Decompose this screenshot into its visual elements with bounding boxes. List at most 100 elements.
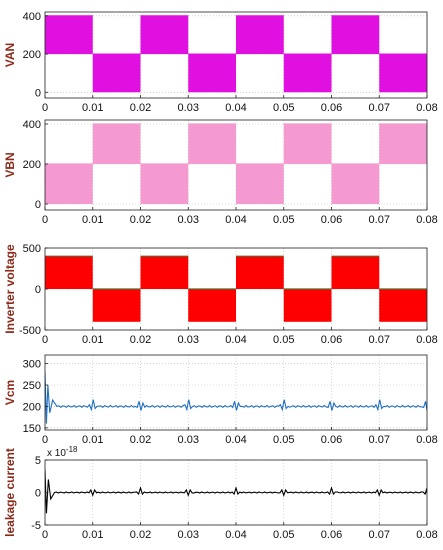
x-tick-label: 0.06 — [321, 102, 342, 114]
pwm-block — [283, 124, 332, 164]
x-tick-label: 0.06 — [321, 529, 342, 541]
x-tick-label: 0.08 — [416, 214, 437, 226]
y-tick-label: 250 — [23, 380, 41, 392]
x-tick-label: 0.07 — [369, 214, 390, 226]
pwm-block — [331, 256, 380, 289]
x-tick-label: 0.01 — [82, 102, 103, 114]
x-tick-label: 0.05 — [273, 102, 294, 114]
pwm-block — [283, 54, 332, 93]
x-tick-label: 0 — [42, 102, 48, 114]
x-tick-label: 0.05 — [273, 334, 294, 346]
pwm-block — [236, 164, 284, 204]
y-tick-label: 0 — [35, 87, 41, 99]
x-tick-label: 0.04 — [225, 334, 246, 346]
pwm-block — [188, 289, 236, 322]
x-tick-label: 0.01 — [82, 434, 103, 446]
pwm-block — [188, 54, 236, 93]
x-tick-label: 0.04 — [225, 529, 246, 541]
x-tick-label: 0.02 — [130, 214, 151, 226]
trace-line — [45, 469, 427, 514]
pwm-block — [45, 164, 93, 204]
pwm-block — [236, 15, 284, 55]
y-axis-label: VAN — [3, 43, 17, 67]
x-tick-label: 0.05 — [273, 434, 294, 446]
axis-exponent: x 10-18 — [47, 445, 78, 459]
y-axis-label: Inverter voltage — [3, 244, 17, 334]
y-axis-label: leakage current — [3, 448, 17, 537]
panel-2: 0 0.01 0.02 0.03 0.04 0.05 0.06 0.07 0.08 0 200 400… — [3, 119, 438, 226]
x-tick-label: 0.03 — [178, 102, 199, 114]
y-axis-label: Vcm — [3, 380, 17, 405]
x-tick-label: 0.07 — [369, 102, 390, 114]
pwm-block — [188, 124, 236, 164]
series-5 — [45, 469, 427, 514]
x-tick-label: 0.06 — [321, 214, 342, 226]
y-tick-label: 5 — [35, 455, 41, 467]
panel-4: 0 0.01 0.02 0.03 0.04 0.05 0.06 0.07 0.08 150 200 2… — [3, 354, 438, 446]
panel-1: 0 0.01 0.02 0.03 0.04 0.05 0.06 0.07 0.08 0 200 400… — [3, 11, 438, 114]
y-tick-label: -5 — [31, 520, 41, 532]
x-tick-label: 0.08 — [416, 102, 437, 114]
pwm-block — [236, 256, 284, 289]
y-tick-label: 0 — [35, 488, 41, 500]
x-tick-label: 0.04 — [225, 434, 246, 446]
y-tick-label: 500 — [23, 243, 41, 255]
y-tick-label: 200 — [23, 401, 41, 413]
panel-5: 0 0.01 0.02 0.03 0.04 0.05 0.06 0.07 0.08-505lea… — [3, 445, 438, 541]
x-tick-label: 0.02 — [130, 334, 151, 346]
x-tick-label: 0.01 — [82, 214, 103, 226]
x-tick-label: 0.02 — [130, 434, 151, 446]
x-tick-label: 0 — [42, 214, 48, 226]
x-tick-label: 0.03 — [178, 529, 199, 541]
panel-3: 0 0.01 0.02 0.03 0.04 0.05 0.06 0.07 0.08-500050… — [3, 243, 438, 346]
y-tick-label: 400 — [23, 11, 41, 23]
pwm-block — [92, 54, 141, 93]
x-tick-label: 0.07 — [369, 334, 390, 346]
y-tick-label: 200 — [23, 49, 41, 61]
pwm-block — [92, 289, 141, 322]
series-1 — [45, 15, 427, 93]
pwm-block — [379, 124, 427, 164]
x-tick-label: 0 — [42, 434, 48, 446]
x-tick-label: 0.05 — [273, 214, 294, 226]
x-tick-label: 0.03 — [178, 214, 199, 226]
x-tick-label: 0.02 — [130, 529, 151, 541]
y-tick-label: -500 — [19, 325, 41, 337]
x-tick-label: 0.04 — [225, 102, 246, 114]
pwm-block — [331, 15, 380, 55]
y-tick-label: 0 — [35, 284, 41, 296]
y-tick-label: 200 — [23, 159, 41, 171]
series-2 — [45, 123, 427, 204]
pwm-block — [140, 15, 189, 55]
y-tick-label: 150 — [23, 423, 41, 435]
pwm-block — [379, 54, 427, 93]
pwm-block — [379, 289, 427, 322]
x-tick-label: 0.08 — [416, 529, 437, 541]
pwm-block — [92, 124, 141, 164]
y-tick-label: 400 — [23, 119, 41, 131]
x-tick-label: 0.03 — [178, 334, 199, 346]
pwm-block — [45, 15, 93, 55]
x-tick-label: 0.02 — [130, 102, 151, 114]
trace-line — [45, 372, 427, 424]
x-tick-label: 0.08 — [416, 434, 437, 446]
y-tick-label: 300 — [23, 359, 41, 371]
x-tick-label: 0.01 — [82, 529, 103, 541]
x-tick-label: 0 — [42, 334, 48, 346]
x-tick-label: 0.08 — [416, 334, 437, 346]
x-tick-label: 0.05 — [273, 529, 294, 541]
pwm-block — [45, 256, 93, 289]
x-tick-label: 0.03 — [178, 434, 199, 446]
x-tick-label: 0.07 — [369, 529, 390, 541]
x-tick-label: 0 — [42, 529, 48, 541]
pwm-block — [140, 164, 189, 204]
pwm-block — [331, 164, 380, 204]
x-tick-label: 0.04 — [225, 214, 246, 226]
x-tick-label: 0.01 — [82, 334, 103, 346]
pwm-block — [140, 256, 189, 289]
x-tick-label: 0.06 — [321, 434, 342, 446]
y-tick-label: 0 — [35, 199, 41, 211]
x-tick-label: 0.06 — [321, 334, 342, 346]
x-tick-label: 0.07 — [369, 434, 390, 446]
